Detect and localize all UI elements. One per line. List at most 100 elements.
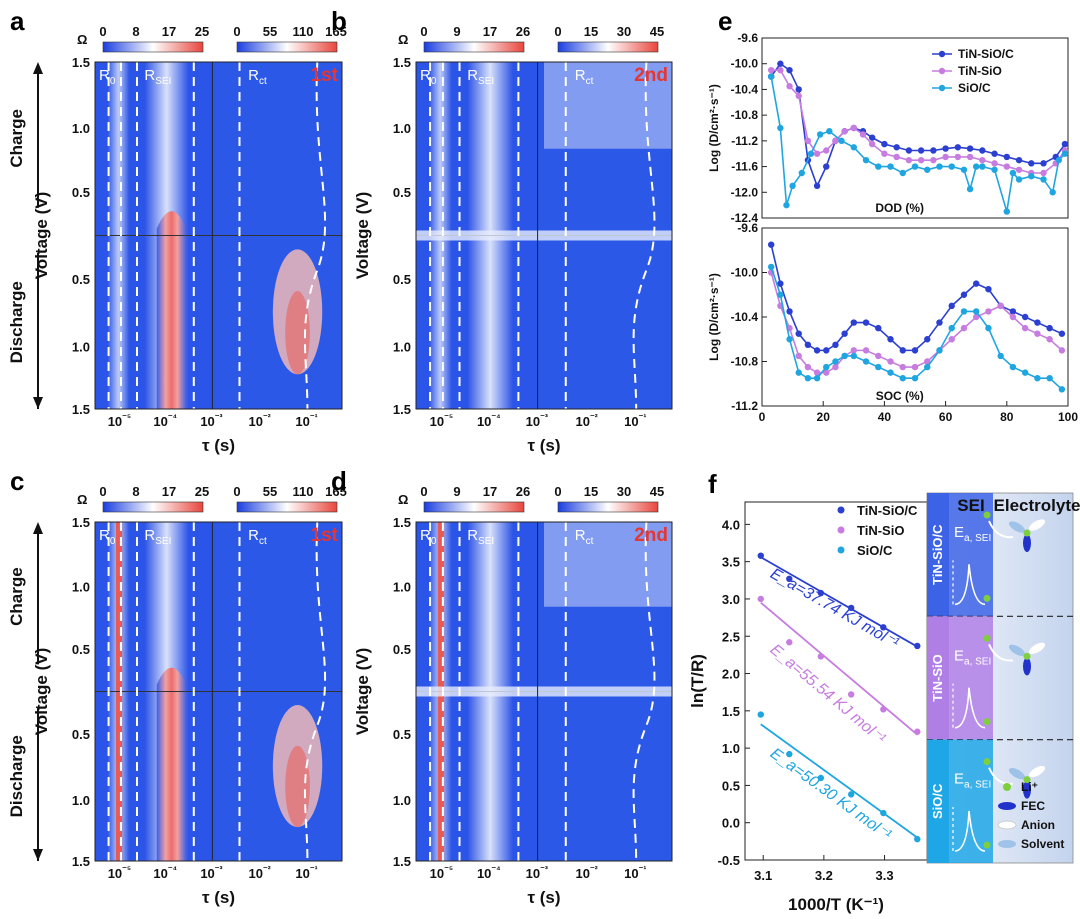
y-tick-label: 1.5 — [72, 854, 90, 869]
legend-marker — [998, 840, 1016, 848]
label-rsei: RSEI — [144, 527, 171, 547]
solvent-molecule — [1008, 644, 1026, 657]
row-label: TiN-SiO — [930, 654, 945, 701]
data-point — [813, 369, 821, 376]
data-point — [767, 263, 775, 271]
x-tick-label: 10⁻³ — [200, 412, 222, 429]
y-tick-label: -9.6 — [737, 221, 758, 235]
panel-letter: a — [10, 6, 25, 36]
y-axis-label: Log (D/cm²·s⁻¹) — [707, 273, 721, 361]
ohm-label: Ω — [77, 32, 87, 47]
data-point — [1028, 173, 1035, 180]
y-tick-label: 2.5 — [722, 629, 740, 644]
data-point — [930, 156, 937, 164]
data-point — [817, 774, 825, 782]
discharge-label: Discharge — [7, 281, 26, 363]
colorbar-ct-tick-label: 0 — [554, 484, 561, 499]
data-point — [1009, 308, 1017, 315]
y-tick-label: -10.0 — [731, 57, 759, 71]
x-axis-label: τ (s) — [202, 888, 235, 907]
data-point — [816, 131, 824, 138]
panel-letter: d — [331, 466, 347, 496]
x-tick-label: 80 — [1000, 410, 1014, 424]
legend-label: FEC — [1021, 799, 1045, 813]
ohm-label: Ω — [77, 492, 87, 507]
y-tick-label: 0.5 — [393, 272, 411, 287]
colorbar-ct-tick-label: 55 — [263, 24, 277, 39]
y-tick-label: 1.5 — [393, 515, 411, 530]
data-point — [1058, 330, 1066, 337]
data-point — [813, 347, 821, 354]
data-point — [786, 575, 793, 583]
y-axis-label: Voltage (V) — [353, 192, 372, 280]
y-tick-label: 0.5 — [722, 778, 740, 793]
y-tick-label: 3.0 — [722, 592, 740, 607]
data-point — [841, 330, 848, 337]
data-point — [985, 285, 992, 293]
data-point — [786, 66, 793, 74]
y-tick-label: -11.2 — [731, 134, 758, 148]
data-point — [823, 363, 830, 371]
legend-label: TiN-SiO/C — [857, 503, 918, 518]
legend-label: Anion — [1021, 818, 1055, 832]
colorbar-ct-tick-label: 0 — [233, 24, 240, 39]
x-tick-label: 10⁻² — [576, 864, 598, 881]
y-tick-label: 1.0 — [393, 793, 411, 808]
data-point — [1003, 153, 1010, 161]
label-rsei: RSEI — [467, 527, 494, 547]
migration-arrow — [988, 767, 1014, 785]
charge-label: Charge — [7, 109, 26, 168]
data-point — [862, 347, 870, 354]
data-point — [942, 153, 949, 161]
data-point — [1046, 336, 1053, 343]
legend-marker — [998, 802, 1016, 810]
x-axis-label: τ (s) — [527, 436, 560, 455]
y-tick-label: -0.5 — [718, 853, 740, 868]
y-axis-label: Log (D/cm²·s⁻¹) — [707, 84, 721, 172]
y-axis-label: Voltage (V) — [32, 648, 51, 736]
rct-light-area — [544, 522, 672, 607]
data-point — [917, 147, 925, 154]
discharge-arrowhead — [33, 849, 43, 861]
colorbar-ct-tick-label: 45 — [650, 484, 664, 499]
data-point — [905, 147, 913, 154]
rct-hotspot-core — [285, 291, 310, 375]
rct-boundary-curve — [632, 521, 656, 862]
data-point — [899, 347, 906, 354]
data-point — [924, 358, 931, 365]
panel-letter: e — [718, 6, 732, 36]
cycle-label: 1st — [311, 65, 339, 86]
rct-boundary-curve — [632, 61, 656, 410]
data-point — [823, 369, 830, 376]
activation-energy-label: E_a=37.74 KJ mol⁻¹ — [767, 565, 901, 652]
colorbar-ct-tick-label: 165 — [325, 24, 347, 39]
anion-molecule — [1028, 642, 1046, 655]
y-tick-label: 1.5 — [72, 55, 90, 70]
li-ion — [983, 758, 991, 766]
y-tick-label: 1.0 — [72, 340, 90, 355]
series-line-TiN-SiO/C — [770, 62, 1066, 188]
charge-arrowhead — [33, 522, 43, 534]
data-point — [948, 336, 955, 343]
x-tick-label: 10⁻⁴ — [477, 412, 501, 429]
data-point — [807, 150, 815, 157]
legend-marker — [938, 50, 946, 58]
data-point — [973, 163, 980, 170]
legend-marker — [938, 67, 946, 75]
data-point — [847, 791, 855, 798]
colorbar-ct-tick-label: 15 — [584, 484, 598, 499]
discharge-arrowhead — [33, 397, 43, 409]
y-tick-label: 0.5 — [393, 727, 411, 742]
activation-energy-label: E_a=50.30 KJ mol⁻¹ — [767, 745, 894, 844]
y-tick-label: 1.0 — [722, 741, 740, 756]
data-point — [823, 147, 830, 154]
y-tick-label: -10.8 — [731, 108, 759, 122]
legend-label: Li⁺ — [1021, 780, 1038, 794]
data-point — [795, 330, 802, 337]
legend-marker — [938, 84, 946, 92]
y-tick-label: 0.5 — [393, 642, 411, 657]
data-point — [911, 163, 919, 170]
colorbar-ct-tick-label: 110 — [293, 24, 314, 39]
panel-letter: f — [708, 469, 717, 499]
